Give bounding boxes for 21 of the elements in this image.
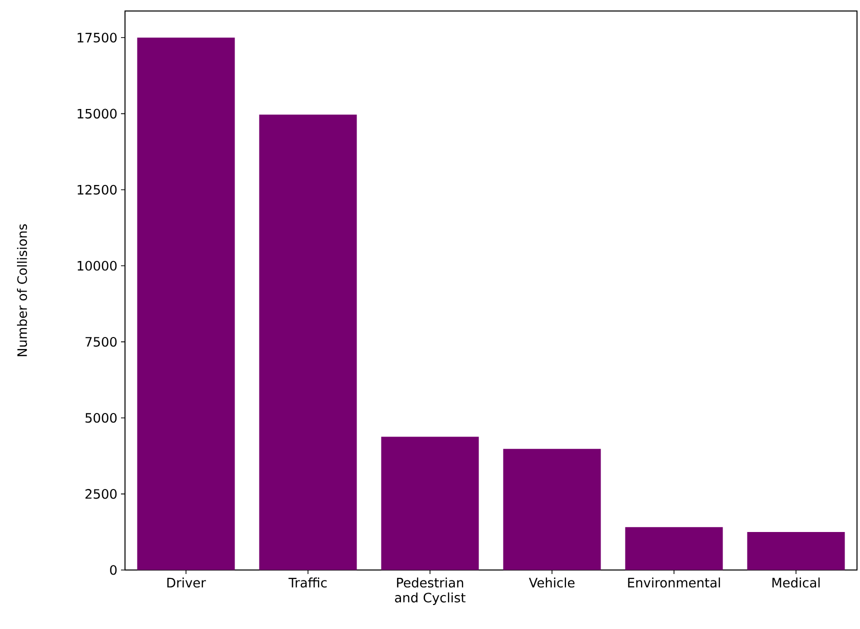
bar	[137, 38, 235, 570]
bar	[625, 527, 723, 570]
bar	[381, 436, 479, 570]
x-tick-label: Pedestrian and Cyclist	[395, 578, 466, 605]
x-tick-label: Environmental	[628, 578, 720, 588]
y-tick-label: 17500	[78, 32, 117, 43]
y-tick-label: 2500	[85, 489, 117, 499]
x-tick-label: Driver	[167, 578, 206, 588]
y-tick-label: 5000	[86, 412, 117, 423]
y-tick-label: 12500	[78, 184, 117, 195]
y-tick-label: 15000	[78, 108, 117, 119]
y-tick-label: 10000	[78, 260, 117, 271]
x-tick-label: Traffic	[288, 578, 327, 588]
y-tick-label: 0	[110, 565, 117, 575]
bar	[747, 532, 845, 570]
x-tick-label: Vehicle	[528, 578, 574, 588]
bar	[503, 448, 601, 570]
x-tick-label: Medical	[772, 578, 820, 588]
bar	[259, 114, 357, 570]
y-tick-label: 7500	[86, 336, 117, 347]
y-axis-title: Number of Collisions	[16, 224, 28, 356]
